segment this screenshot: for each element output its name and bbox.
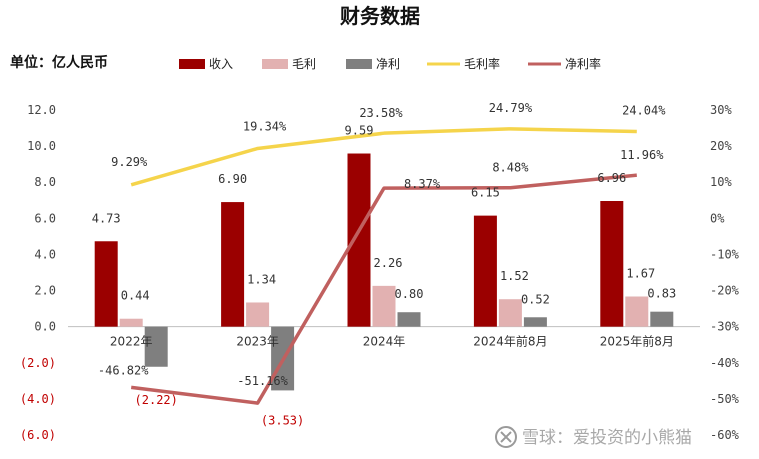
- right-tick-label: 20%: [710, 139, 732, 153]
- bar-net-profit: [397, 312, 421, 327]
- bar-net-profit: [650, 311, 674, 327]
- x-category-label: 2024年前8月: [473, 334, 547, 349]
- bar-value-label: 0.44: [121, 289, 150, 303]
- line-value-label: 8.48%: [492, 161, 529, 175]
- unit-label: 单位：亿人民币: [10, 54, 108, 71]
- bar-revenue: [600, 201, 624, 327]
- bar-value-label: (3.53): [261, 413, 304, 427]
- legend: 收入 毛利 净利 毛利率 净利率: [179, 56, 601, 71]
- right-tick-label: -40%: [710, 356, 740, 370]
- bars: [94, 153, 674, 391]
- bar-revenue: [94, 241, 118, 327]
- left-tick-label: 8.0: [34, 175, 56, 189]
- bar-value-label: 0.52: [521, 292, 550, 306]
- bar-revenue: [473, 215, 497, 327]
- legend-label-revenue: 收入: [209, 57, 233, 71]
- bar-value-label: 0.80: [395, 287, 424, 301]
- bar-value-label: (2.22): [135, 393, 178, 407]
- bar-gross-profit: [498, 299, 522, 327]
- bar-value-label: 9.59: [345, 124, 374, 138]
- snowball-logo-icon: [495, 426, 517, 448]
- left-tick-label: 6.0: [34, 211, 56, 225]
- legend-label-gross-margin: 毛利率: [464, 56, 500, 71]
- bar-gross-profit: [625, 296, 649, 327]
- net-margin-line: [130, 173, 637, 405]
- bar-value-label: 1.52: [500, 269, 529, 283]
- bar-gross-profit: [246, 302, 270, 327]
- watermark-text: 雪球：爱投资的小熊猫: [522, 428, 692, 448]
- legend-label-net-margin: 净利率: [565, 56, 601, 71]
- line-value-label: 8.37%: [404, 177, 441, 191]
- left-tick-label: 2.0: [34, 284, 56, 298]
- right-tick-label: -60%: [710, 428, 740, 442]
- bar-net-profit: [144, 326, 168, 367]
- right-tick-label: -30%: [710, 320, 740, 334]
- legend-label-net-profit: 净利: [376, 57, 400, 71]
- line-value-label: 23.58%: [359, 106, 403, 120]
- legend-swatch-gross-profit: [262, 59, 288, 69]
- lines: [130, 127, 637, 405]
- legend-swatch-revenue: [179, 59, 205, 69]
- left-tick-label: 0.0: [34, 320, 56, 334]
- right-tick-label: -20%: [710, 284, 740, 298]
- left-tick-label: 4.0: [34, 247, 56, 261]
- bar-value-label: 6.15: [471, 186, 500, 200]
- x-category-label: 2025年前8月: [600, 334, 674, 349]
- bar-value-label: 1.67: [626, 267, 655, 281]
- right-tick-label: -50%: [710, 392, 740, 406]
- bar-revenue: [221, 202, 245, 327]
- line-value-label: 9.29%: [111, 155, 148, 169]
- bar-value-label: 0.83: [647, 287, 676, 301]
- right-tick-label: -10%: [710, 247, 740, 261]
- legend-label-gross-profit: 毛利: [292, 57, 316, 71]
- left-tick-label: (4.0): [20, 392, 56, 406]
- right-tick-label: 10%: [710, 175, 732, 189]
- left-tick-label: (6.0): [20, 428, 56, 442]
- line-value-label: 11.96%: [620, 148, 664, 162]
- bar-value-label: 4.73: [92, 211, 121, 225]
- legend-swatch-net-profit: [346, 59, 372, 69]
- x-category-label: 2022年: [110, 335, 153, 349]
- bar-value-label: 6.90: [218, 172, 247, 186]
- bar-revenue: [347, 153, 371, 327]
- bar-net-profit: [523, 317, 547, 327]
- right-tick-label: 0%: [710, 211, 725, 225]
- left-tick-label: 12.0: [27, 103, 56, 117]
- line-value-label: -46.82%: [98, 363, 149, 377]
- x-category-label: 2024年: [363, 335, 406, 349]
- axes: 12.0 10.0 8.0 6.0 4.0 2.0 0.0 (2.0) (4.0) (6.0) 30…: [20, 103, 740, 442]
- line-value-label: -51.16%: [237, 374, 288, 388]
- data-labels: 2022年 2023年 2024年 2024年前8月 2025年前8月 4.73 0.44 6…: [92, 101, 677, 428]
- left-tick-label: 10.0: [27, 139, 56, 153]
- bar-value-label: 2.26: [374, 256, 403, 270]
- chart-title: 财务数据: [340, 4, 420, 28]
- line-value-label: 24.79%: [489, 101, 533, 115]
- left-tick-label: (2.0): [20, 356, 56, 370]
- watermark: 雪球：爱投资的小熊猫: [495, 426, 692, 448]
- right-tick-label: 30%: [710, 103, 732, 117]
- gross-margin-line: [130, 127, 637, 187]
- line-value-label: 19.34%: [243, 119, 287, 133]
- bar-value-label: 6.96: [597, 171, 626, 185]
- bar-value-label: 1.34: [247, 272, 276, 286]
- x-category-label: 2023年: [236, 335, 279, 349]
- bar-gross-profit: [372, 285, 396, 327]
- line-value-label: 24.04%: [622, 104, 666, 118]
- bar-gross-profit: [119, 318, 143, 327]
